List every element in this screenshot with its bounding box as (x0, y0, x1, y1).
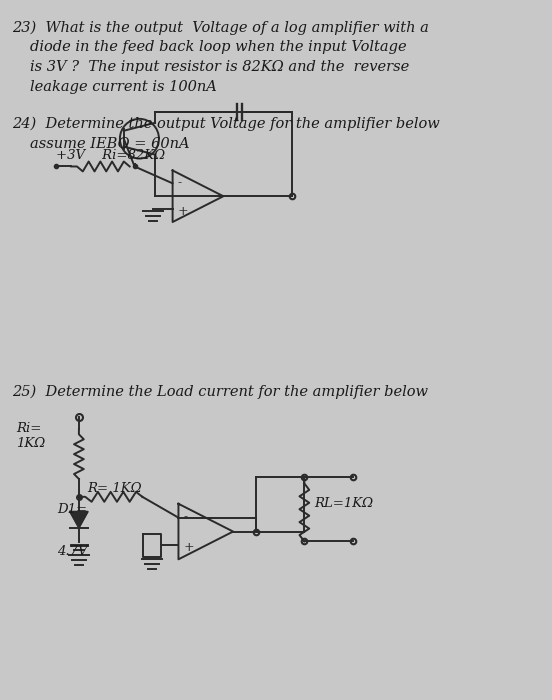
Text: R= 1KΩ: R= 1KΩ (87, 482, 141, 495)
Text: D1=: D1= (57, 503, 88, 516)
Text: 4.7V: 4.7V (57, 545, 88, 559)
Text: RL=1KΩ: RL=1KΩ (314, 497, 373, 510)
Text: is 3V ?  The input resistor is 82KΩ and the  reverse: is 3V ? The input resistor is 82KΩ and t… (30, 60, 410, 74)
Text: +: + (178, 204, 188, 218)
Text: 24)  Determine the output Voltage for the amplifier below: 24) Determine the output Voltage for the… (13, 117, 440, 132)
Text: -: - (183, 510, 188, 523)
Text: +3V    Ri=82KΩ: +3V Ri=82KΩ (56, 148, 166, 162)
Text: diode in the feed back loop when the input Voltage: diode in the feed back loop when the inp… (30, 41, 407, 55)
Text: 23)  What is the output  Voltage of a log amplifier with a: 23) What is the output Voltage of a log … (13, 20, 429, 35)
Text: leakage current is 100nA: leakage current is 100nA (30, 80, 217, 94)
Text: assume IEBO = 60nA: assume IEBO = 60nA (30, 136, 190, 150)
Text: -: - (178, 176, 182, 189)
Polygon shape (70, 512, 88, 528)
Text: Ri=
1KΩ: Ri= 1KΩ (17, 422, 46, 450)
Text: +: + (183, 541, 194, 554)
Text: 25)  Determine the Load current for the amplifier below: 25) Determine the Load current for the a… (13, 385, 428, 399)
